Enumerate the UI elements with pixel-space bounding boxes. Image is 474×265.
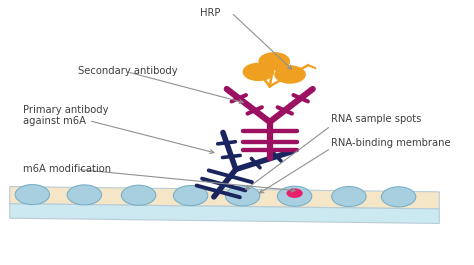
Text: m6A modification: m6A modification bbox=[23, 164, 111, 174]
Text: RNA-binding membrane: RNA-binding membrane bbox=[331, 138, 450, 148]
Circle shape bbox=[258, 52, 290, 70]
Circle shape bbox=[277, 186, 312, 206]
Circle shape bbox=[121, 185, 156, 205]
Circle shape bbox=[15, 184, 49, 205]
Circle shape bbox=[67, 185, 101, 205]
Circle shape bbox=[332, 187, 366, 206]
Polygon shape bbox=[10, 204, 439, 223]
Circle shape bbox=[286, 188, 303, 198]
Circle shape bbox=[243, 63, 274, 81]
Circle shape bbox=[226, 186, 260, 206]
Text: Secondary antibody: Secondary antibody bbox=[78, 65, 177, 76]
Text: RNA sample spots: RNA sample spots bbox=[331, 114, 421, 124]
Circle shape bbox=[274, 65, 306, 84]
Text: Primary antibody
against m6A: Primary antibody against m6A bbox=[23, 105, 109, 126]
Circle shape bbox=[382, 187, 416, 207]
Polygon shape bbox=[10, 187, 439, 209]
Text: HRP: HRP bbox=[200, 8, 220, 17]
Circle shape bbox=[173, 186, 208, 206]
